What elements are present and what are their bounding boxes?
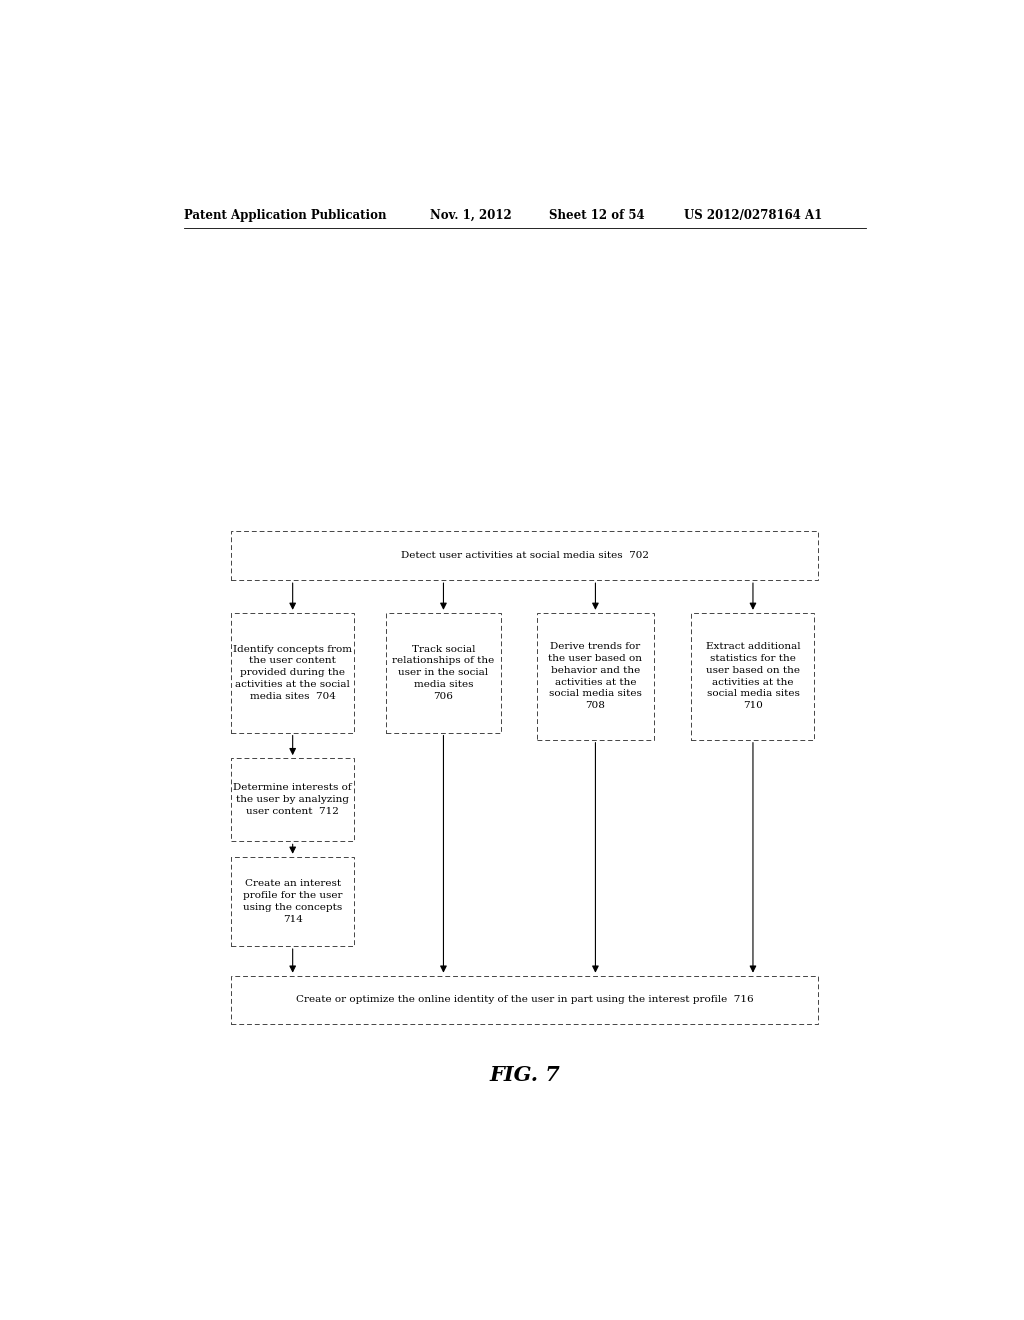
Bar <box>231 532 818 581</box>
Text: Derive trends for
the user based on
behavior and the
activities at the
social me: Derive trends for the user based on beha… <box>549 643 642 710</box>
Text: Sheet 12 of 54: Sheet 12 of 54 <box>549 209 644 222</box>
Text: Detect user activities at social media sites  702: Detect user activities at social media s… <box>400 552 649 560</box>
Bar <box>386 612 501 733</box>
Text: Create an interest
profile for the user
using the concepts
714: Create an interest profile for the user … <box>243 879 342 924</box>
Text: FIG. 7: FIG. 7 <box>489 1065 560 1085</box>
Text: Extract additional
statistics for the
user based on the
activities at the
social: Extract additional statistics for the us… <box>706 643 801 710</box>
Bar <box>231 612 354 733</box>
Text: Create or optimize the online identity of the user in part using the interest pr: Create or optimize the online identity o… <box>296 995 754 1005</box>
Bar <box>691 612 814 739</box>
Text: Identify concepts from
the user content
provided during the
activities at the so: Identify concepts from the user content … <box>233 644 352 701</box>
Text: Patent Application Publication: Patent Application Publication <box>183 209 386 222</box>
Text: Determine interests of
the user by analyzing
user content  712: Determine interests of the user by analy… <box>233 784 352 816</box>
Bar <box>231 758 354 841</box>
Bar <box>231 857 354 946</box>
Text: Track social
relationships of the
user in the social
media sites
706: Track social relationships of the user i… <box>392 644 495 701</box>
Text: Nov. 1, 2012: Nov. 1, 2012 <box>430 209 511 222</box>
Text: US 2012/0278164 A1: US 2012/0278164 A1 <box>684 209 822 222</box>
Bar <box>231 975 818 1024</box>
Bar <box>537 612 654 739</box>
